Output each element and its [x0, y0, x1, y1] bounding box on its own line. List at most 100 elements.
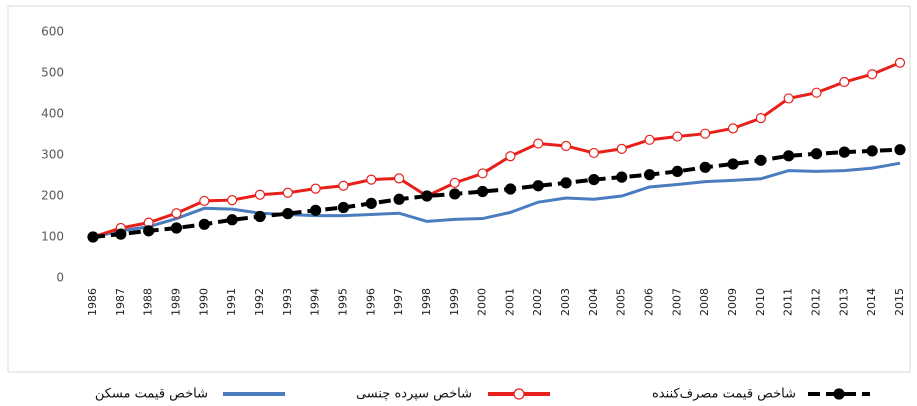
data-point	[755, 112, 766, 124]
x-tick-label: 1993	[281, 288, 294, 316]
x-tick-label: 1990	[197, 288, 210, 316]
data-point	[894, 57, 906, 68]
x-tick-label: 2003	[559, 288, 572, 316]
y-tick-label: 100	[41, 230, 64, 244]
legend-marker	[513, 388, 525, 400]
x-tick-label: 1996	[364, 288, 377, 316]
data-point	[616, 143, 627, 154]
data-point	[810, 148, 823, 160]
data-point	[143, 225, 155, 237]
data-point	[170, 222, 183, 234]
data-point	[504, 183, 517, 195]
data-point	[532, 180, 544, 192]
x-tick-label: 2007	[670, 288, 683, 316]
x-tick-label: 1986	[86, 288, 99, 316]
data-point	[449, 177, 460, 188]
data-point	[393, 193, 405, 205]
data-point	[783, 93, 794, 104]
x-tick-label: 1988	[142, 288, 155, 316]
y-tick-label: 0	[56, 271, 64, 285]
x-tick-label: 2001	[503, 288, 516, 316]
y-tick-label: 600	[41, 25, 64, 39]
data-point	[476, 185, 489, 198]
data-point	[282, 187, 293, 198]
x-tick-label: 2010	[754, 288, 767, 316]
y-tick-label: 300	[41, 148, 64, 162]
data-point	[449, 188, 461, 200]
data-point	[254, 189, 266, 200]
data-point	[866, 145, 878, 157]
data-point	[199, 195, 210, 207]
data-point	[672, 131, 683, 142]
chart-frame	[7, 5, 911, 373]
data-point	[699, 161, 711, 173]
x-tick-label: 2006	[643, 288, 656, 316]
y-tick-label: 500	[41, 66, 64, 80]
data-point	[783, 150, 795, 162]
x-tick-label: 2005	[615, 288, 628, 316]
data-point	[727, 158, 739, 170]
x-tick-label: 1989	[169, 288, 182, 316]
data-point	[505, 151, 516, 162]
data-point	[588, 174, 600, 186]
legend-label: شاخص سپرده چنسی	[356, 387, 472, 402]
data-point	[337, 201, 350, 214]
y-tick-label: 200	[41, 189, 64, 203]
data-point	[727, 123, 739, 134]
x-tick-label: 1998	[420, 288, 433, 316]
data-point	[87, 231, 99, 243]
x-tick-label: 2004	[587, 288, 600, 316]
x-tick-label: 1994	[309, 288, 322, 316]
y-tick-label: 400	[41, 107, 64, 121]
data-point	[310, 183, 321, 194]
series-line	[92, 61, 901, 239]
data-point	[560, 177, 572, 189]
x-tick-label: 2011	[782, 288, 795, 316]
x-tick-label: 2014	[865, 288, 878, 316]
legend-marker	[833, 388, 845, 400]
x-tick-label: 1991	[225, 288, 238, 316]
data-point	[616, 171, 628, 183]
data-point	[643, 169, 656, 181]
data-point	[671, 165, 683, 177]
series-line	[92, 161, 901, 239]
data-point	[338, 180, 349, 191]
x-tick-label: 1992	[253, 288, 266, 316]
x-tick-label: 2002	[531, 288, 544, 316]
data-point	[282, 208, 294, 220]
series-line	[92, 147, 901, 239]
data-point	[394, 173, 405, 184]
data-point	[310, 204, 322, 216]
data-point	[867, 69, 878, 80]
data-point	[421, 190, 433, 202]
data-point	[894, 144, 906, 156]
x-tick-label: 2013	[837, 288, 850, 316]
x-tick-label: 1995	[336, 288, 349, 316]
data-point	[115, 228, 127, 240]
data-point	[366, 174, 377, 185]
data-point	[755, 154, 767, 166]
data-point	[838, 146, 850, 158]
legend-label: شاخص قیمت مسکن	[95, 387, 208, 402]
data-point	[588, 147, 599, 159]
x-tick-label: 2000	[476, 288, 489, 316]
data-point	[533, 138, 544, 149]
data-point	[811, 87, 822, 98]
data-point	[254, 210, 266, 223]
data-point	[227, 195, 238, 206]
data-point	[226, 214, 238, 226]
legend-label: شاخص قیمت مصرف‌کننده	[652, 387, 796, 402]
x-tick-label: 2012	[810, 288, 823, 316]
x-tick-label: 1997	[392, 288, 405, 316]
data-point	[700, 128, 711, 139]
data-point	[198, 218, 210, 230]
data-point	[839, 76, 850, 88]
data-point	[560, 140, 572, 152]
x-tick-label: 2015	[893, 288, 906, 316]
x-tick-label: 1999	[448, 288, 461, 316]
x-tick-label: 2008	[698, 288, 711, 316]
data-point	[365, 197, 377, 209]
x-tick-label: 1987	[114, 288, 127, 316]
